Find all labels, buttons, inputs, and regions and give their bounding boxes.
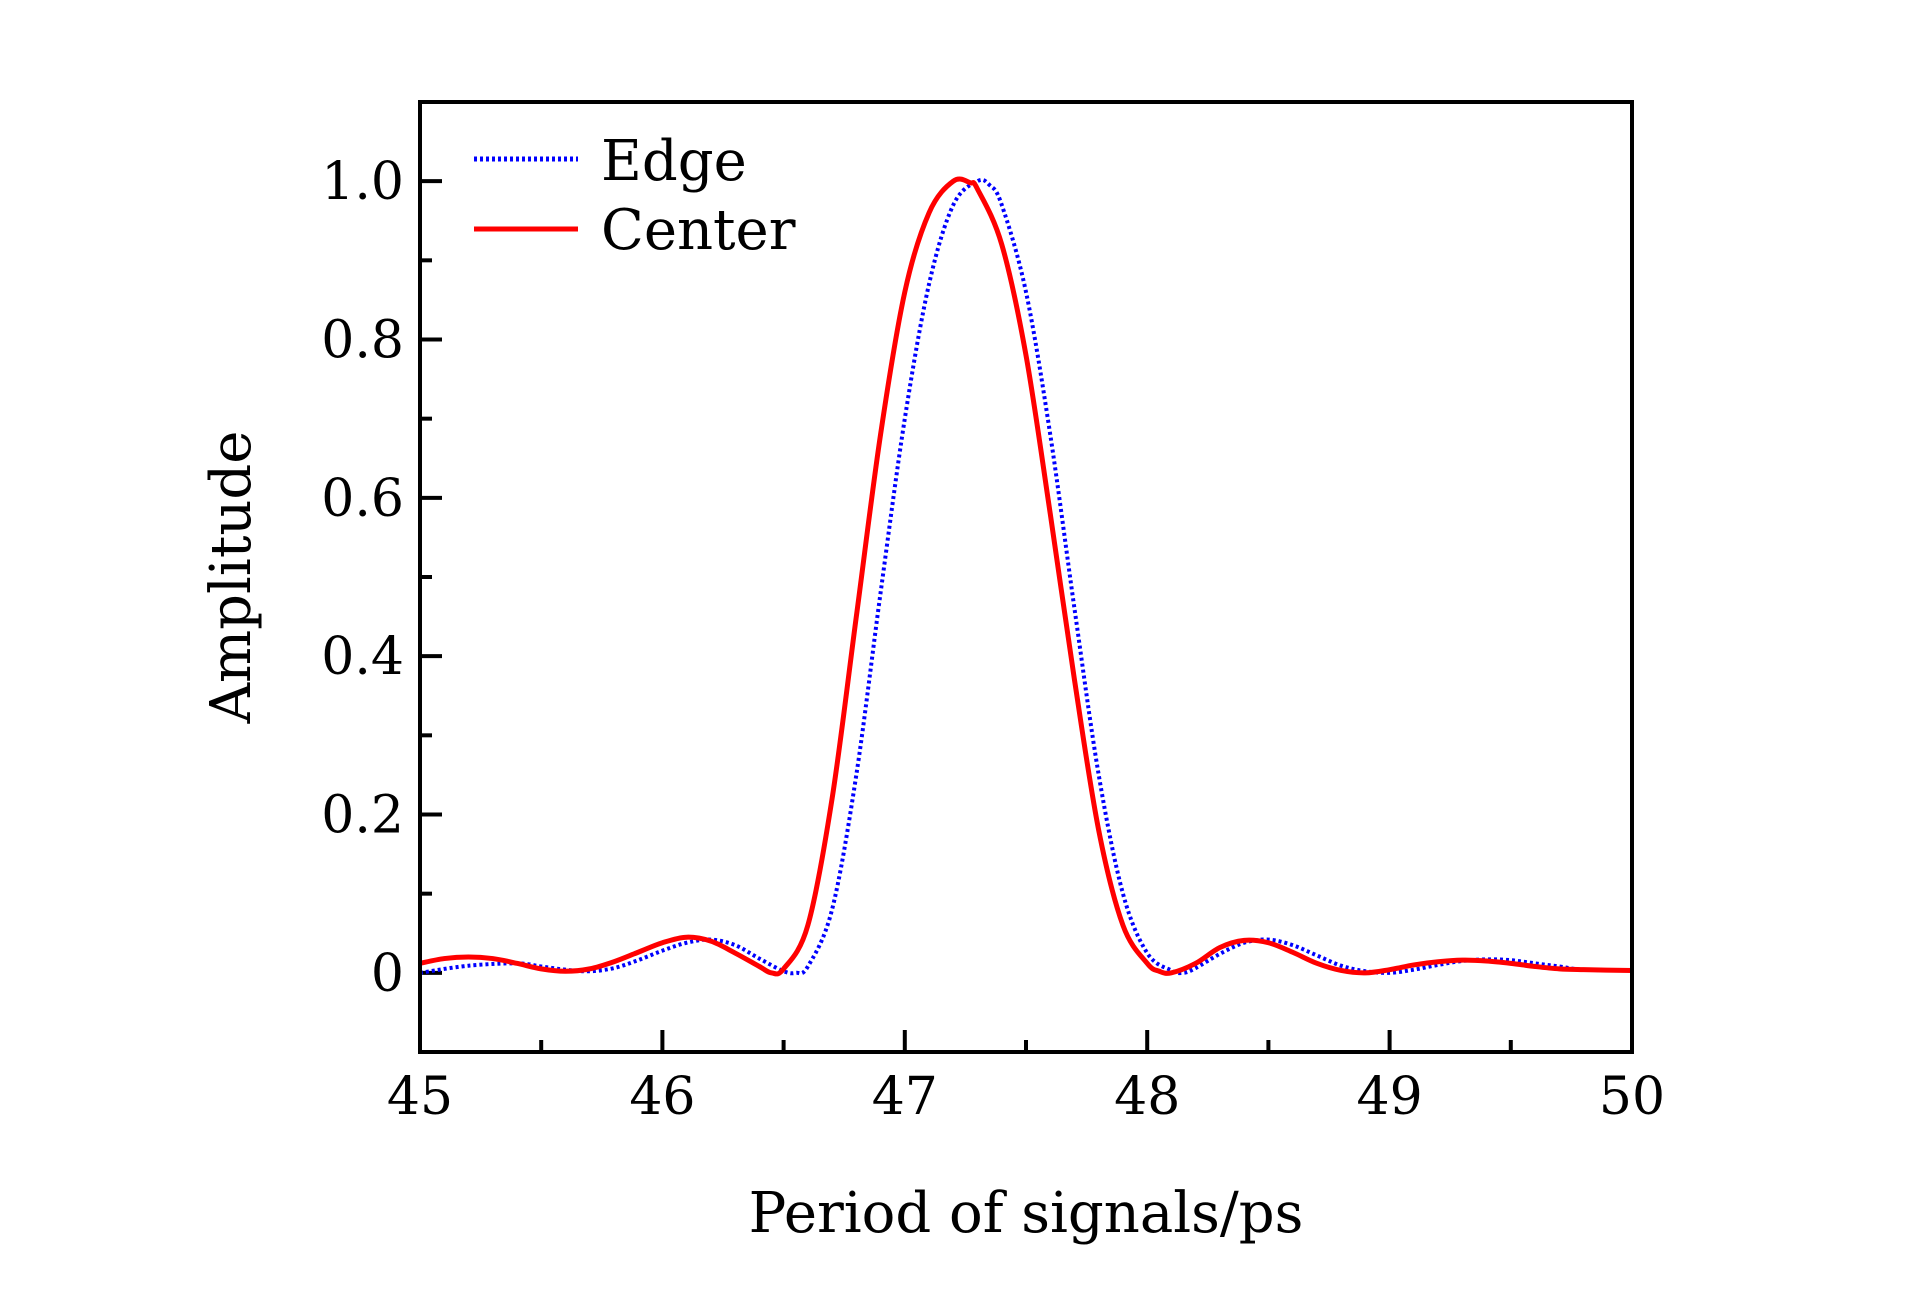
y-tick-label: 0 — [371, 944, 404, 1004]
series-layer — [419, 176, 1633, 977]
legend-label-center: Center — [601, 198, 796, 263]
x-tick-label: 48 — [1114, 1067, 1180, 1127]
x-tick-label: 47 — [872, 1067, 938, 1127]
x-tick-label: 46 — [629, 1067, 695, 1127]
plot-area-frame — [418, 100, 1634, 1054]
tick-layer — [418, 179, 1634, 1054]
x-tick-label: 45 — [387, 1067, 453, 1127]
y-tick-label: 0.2 — [321, 786, 404, 846]
y-tick-label: 1.0 — [321, 152, 404, 212]
x-tick-label: 49 — [1357, 1067, 1423, 1127]
label-layer: 45 46 47 48 49 50 0 0.2 0.4 0.6 0.8 1.0 — [321, 152, 1665, 1127]
y-axis-title: Amplitude — [199, 431, 264, 725]
y-tick-label: 0.4 — [321, 627, 404, 687]
legend-label-edge: Edge — [601, 129, 747, 194]
x-tick-label: 50 — [1599, 1067, 1665, 1127]
x-axis-title: Period of signals/ps — [749, 1181, 1304, 1246]
series-line-center — [419, 176, 1633, 977]
legend: Edge Center — [474, 129, 796, 263]
series-line-edge — [419, 177, 1633, 976]
y-tick-label: 0.8 — [321, 311, 404, 371]
y-tick-label: 0.6 — [321, 469, 404, 529]
